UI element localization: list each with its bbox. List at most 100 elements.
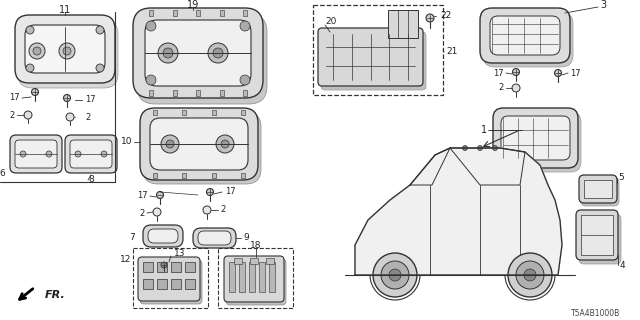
FancyBboxPatch shape [25,25,105,73]
FancyBboxPatch shape [224,256,284,302]
Text: 18: 18 [250,242,262,251]
FancyBboxPatch shape [133,8,263,98]
Circle shape [46,151,52,157]
Circle shape [161,262,167,268]
Bar [212,110,216,115]
Bar [313,5,443,95]
Text: 10: 10 [120,138,132,147]
FancyBboxPatch shape [193,228,236,248]
Circle shape [516,261,544,289]
Text: 6: 6 [0,169,5,178]
Circle shape [493,146,497,150]
Circle shape [512,84,520,92]
Text: 3: 3 [600,0,606,10]
Circle shape [240,21,250,31]
Circle shape [221,140,229,148]
Bar [229,262,235,292]
Text: 13: 13 [174,250,186,259]
FancyBboxPatch shape [579,175,617,203]
FancyBboxPatch shape [501,116,570,160]
Circle shape [101,151,107,157]
Bar [269,262,275,292]
FancyBboxPatch shape [496,112,581,172]
Bar [243,10,247,16]
Circle shape [373,253,417,297]
FancyBboxPatch shape [70,140,112,168]
FancyBboxPatch shape [140,260,202,304]
Text: 17: 17 [493,68,504,77]
Bar [243,90,247,96]
Text: T5A4B1000B: T5A4B1000B [571,309,620,318]
Text: 17: 17 [85,95,95,105]
Text: 9: 9 [243,234,249,243]
Circle shape [166,140,174,148]
FancyBboxPatch shape [490,16,560,55]
Text: 17: 17 [225,188,236,196]
Circle shape [508,253,552,297]
FancyBboxPatch shape [493,108,578,168]
Circle shape [66,113,74,121]
Bar [259,262,265,292]
Circle shape [216,135,234,153]
Bar [157,262,167,272]
Circle shape [463,146,467,150]
FancyBboxPatch shape [579,214,621,264]
Text: 4: 4 [620,260,626,269]
Circle shape [20,151,26,157]
FancyBboxPatch shape [483,12,573,67]
FancyBboxPatch shape [143,112,261,184]
Text: 2: 2 [85,113,90,122]
Circle shape [158,43,178,63]
FancyBboxPatch shape [226,259,286,305]
Bar [153,173,157,178]
Circle shape [477,146,483,150]
Bar [173,90,177,96]
Circle shape [157,191,163,198]
Bar [212,173,216,178]
Text: 17: 17 [138,191,148,201]
Bar [234,258,242,264]
Circle shape [554,69,561,76]
Bar [266,258,274,264]
Bar [196,10,200,16]
Circle shape [153,208,161,216]
FancyBboxPatch shape [148,229,178,243]
Text: 8: 8 [88,175,94,185]
Bar [149,10,153,16]
Circle shape [26,64,34,72]
Text: 2: 2 [10,110,15,119]
Text: 22: 22 [440,12,451,20]
Circle shape [24,111,32,119]
FancyBboxPatch shape [198,231,231,245]
Text: 12: 12 [120,255,131,265]
FancyBboxPatch shape [140,108,258,180]
Circle shape [26,26,34,34]
Bar [241,173,245,178]
Bar [133,248,208,308]
Text: 17: 17 [10,93,20,102]
FancyBboxPatch shape [143,225,183,247]
Bar [171,279,181,289]
Circle shape [426,14,434,22]
Text: 2: 2 [140,209,145,218]
FancyBboxPatch shape [10,135,62,173]
FancyBboxPatch shape [150,118,248,170]
Circle shape [208,43,228,63]
Circle shape [59,43,75,59]
Bar [149,90,153,96]
Circle shape [163,48,173,58]
Circle shape [161,135,179,153]
Circle shape [524,269,536,281]
Circle shape [389,269,401,281]
Bar [241,110,245,115]
Circle shape [33,47,41,55]
FancyBboxPatch shape [321,32,426,90]
FancyBboxPatch shape [318,28,423,86]
Text: 19: 19 [187,0,199,10]
Bar [218,248,293,308]
FancyBboxPatch shape [138,257,200,301]
Bar [185,262,195,272]
Bar [196,90,200,96]
Bar [250,258,258,264]
Bar [153,110,157,115]
